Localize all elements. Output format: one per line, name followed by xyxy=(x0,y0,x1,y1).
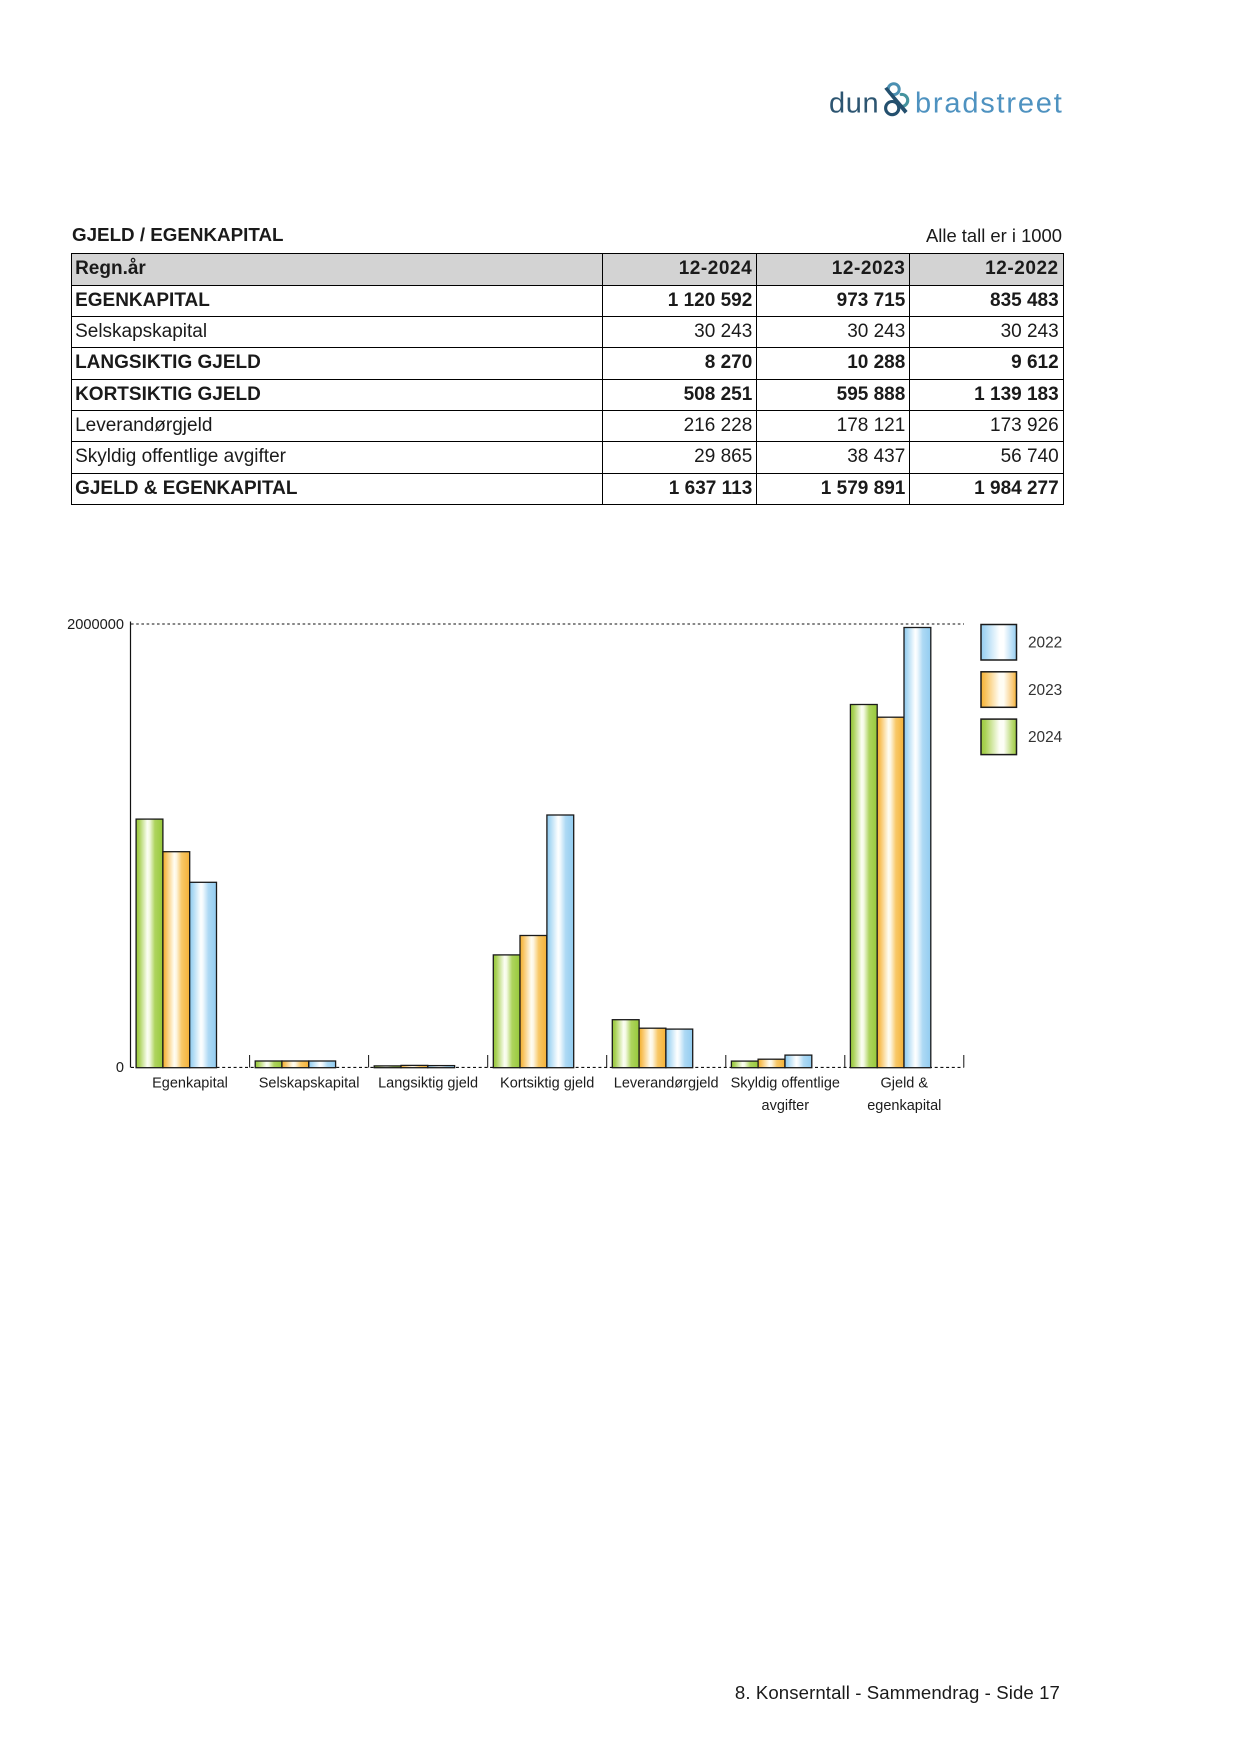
svg-text:bradstreet: bradstreet xyxy=(915,88,1064,120)
svg-text:2000000: 2000000 xyxy=(67,617,124,633)
svg-text:2024: 2024 xyxy=(1028,729,1063,746)
svg-text:Langsiktig gjeld: Langsiktig gjeld xyxy=(378,1076,478,1092)
svg-text:2023: 2023 xyxy=(1028,682,1062,699)
svg-text:0: 0 xyxy=(116,1060,124,1076)
svg-text:2022: 2022 xyxy=(1028,635,1062,652)
svg-text:avgifter: avgifter xyxy=(762,1098,810,1114)
svg-text:Skyldig offentlige: Skyldig offentlige xyxy=(731,1076,840,1092)
svg-text:Gjeld &: Gjeld & xyxy=(881,1076,929,1092)
svg-text:egenkapital: egenkapital xyxy=(867,1098,941,1114)
svg-text:Kortsiktig gjeld: Kortsiktig gjeld xyxy=(500,1076,594,1092)
svg-text:Leverandørgjeld: Leverandørgjeld xyxy=(614,1076,719,1092)
svg-text:Selskapskapital: Selskapskapital xyxy=(259,1076,360,1092)
svg-text:Egenkapital: Egenkapital xyxy=(152,1076,228,1092)
svg-text:dun: dun xyxy=(829,88,879,120)
